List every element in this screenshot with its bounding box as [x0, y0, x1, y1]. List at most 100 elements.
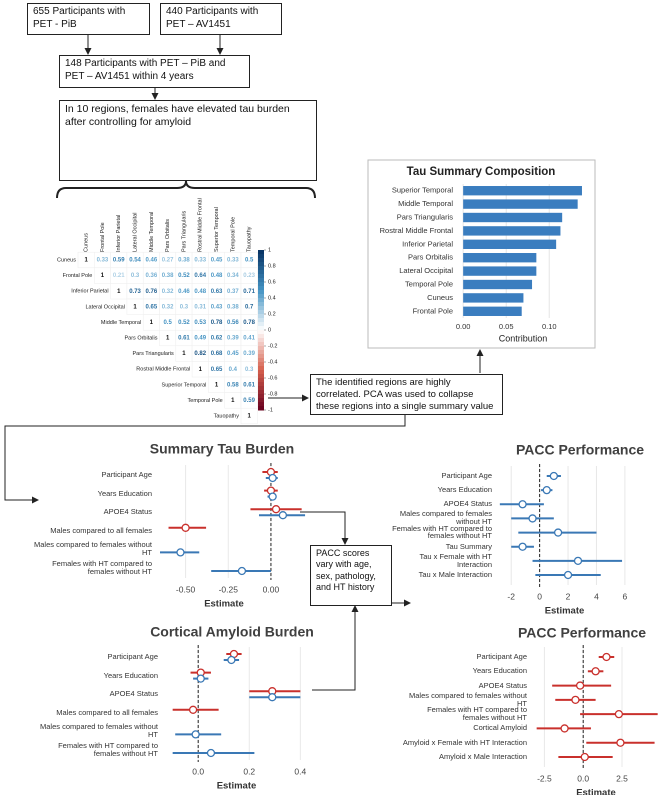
cell [240, 407, 258, 425]
cell-value: 0.7 [245, 304, 254, 310]
estimate-point [518, 500, 527, 509]
colorbar-step [258, 274, 264, 279]
cell-value: 0.43 [211, 304, 223, 310]
cell-value: 0.53 [194, 320, 206, 326]
cell-value: 0.5 [163, 320, 172, 326]
y-tick-label: Pars Orbitalis [408, 253, 453, 262]
cell-value: 0.38 [162, 273, 174, 279]
cell-value: 0.36 [146, 273, 158, 279]
colorbar-step [258, 386, 264, 391]
row-label: Inferior Parietal [71, 289, 108, 295]
column-label: Middle Temporal [149, 212, 155, 252]
colorbar-step [258, 318, 264, 323]
cell-value: 0.33 [227, 258, 239, 264]
x-tick-label: -0.50 [176, 584, 196, 594]
cell-value: 0.33 [97, 258, 109, 264]
colorbar-tick-label: 0 [268, 327, 271, 333]
cell-value: 1 [84, 258, 88, 264]
cell-value: 0.21 [113, 273, 125, 279]
y-tick-label: Years Education [437, 485, 492, 495]
cell-value: 0.48 [211, 273, 223, 279]
column-label: Cuneus [84, 233, 90, 252]
note-box: The identified regions are highly correl… [310, 374, 503, 415]
cell-value: 0.3 [131, 273, 140, 279]
colorbar-step [258, 298, 264, 303]
row-label: Cuneus [57, 257, 76, 263]
cell-value: 0.64 [194, 273, 206, 279]
estimate-point [580, 752, 589, 762]
cell-value: 0.59 [243, 398, 255, 404]
row-label: Temporal Pole [188, 398, 223, 404]
y-tick-label: Males compared to females without HT [40, 722, 158, 740]
cell-value: 0.76 [146, 289, 158, 295]
cell-value: 0.46 [178, 289, 190, 295]
colorbar-step [258, 306, 264, 311]
y-tick-label: APOE4 Status [443, 499, 492, 509]
cell-value: 0.32 [162, 289, 174, 295]
cell-value: 0.65 [211, 367, 223, 373]
y-tick-label: Years Education [97, 488, 152, 498]
x-tick-label: 0.0 [577, 773, 589, 783]
cell-value: 0.3 [245, 367, 254, 373]
bar [463, 226, 561, 236]
colorbar-step [258, 262, 264, 267]
cell-value: 0.78 [211, 320, 223, 326]
colorbar-step [258, 402, 264, 407]
colorbar-tick-label: 0.6 [268, 279, 276, 285]
y-tick-label: Pars Triangularis [397, 212, 454, 221]
cell-value: 1 [199, 367, 203, 373]
colorbar-tick-label: -0.2 [268, 343, 277, 349]
bracket [56, 180, 316, 199]
y-tick-label: Inferior Parietal [402, 239, 453, 248]
cell-value: 1 [133, 304, 137, 310]
cell-value: 0.45 [227, 351, 239, 357]
column-label: Frontal Pole [100, 222, 106, 252]
bar [463, 186, 582, 196]
estimate-point [591, 667, 600, 676]
estimate-point [573, 556, 583, 566]
colorbar-tick-label: -0.6 [268, 375, 277, 381]
bar [463, 293, 524, 303]
estimate-point [237, 566, 247, 576]
row-label: Superior Temporal [162, 382, 207, 388]
y-tick-label: Participant Age [476, 652, 527, 662]
estimate-point [542, 485, 551, 495]
cell-value: 0.82 [194, 351, 206, 357]
colorbar-step [258, 270, 264, 275]
arrow [4, 415, 406, 504]
estimate-point [560, 724, 569, 733]
estimate-point [571, 695, 580, 705]
cell-value: 1 [166, 336, 170, 342]
flow-box: 148 Participants with PET – PiB and PET … [59, 55, 250, 88]
cell-value: 1 [215, 382, 219, 388]
x-tick-label: -2.5 [537, 773, 552, 783]
cell-value: 0.45 [211, 258, 223, 264]
column-label: Tauopathy [247, 226, 253, 252]
chart-title: Summary Tau Burden [150, 441, 294, 457]
cell-value: 0.58 [227, 382, 239, 388]
cell-value: 0.71 [243, 289, 255, 295]
y-tick-label: Tau x Male Interaction [418, 570, 492, 580]
column-label: Lateral Occipital [133, 213, 139, 252]
colorbar-step [258, 310, 264, 315]
cell-value: 0.52 [178, 273, 190, 279]
cell-value: 0.49 [194, 336, 206, 342]
cell-value: 0.78 [243, 320, 255, 326]
x-tick-label: 0.10 [542, 322, 557, 331]
colorbar-step [258, 394, 264, 399]
colorbar-step [258, 266, 264, 271]
x-tick-label: 4 [594, 591, 599, 601]
colorbar-step [258, 370, 264, 375]
estimate-point [206, 748, 216, 758]
colorbar-step [258, 342, 264, 347]
chart-title: PACC Performance [518, 625, 646, 641]
cell-value: 0.68 [211, 351, 223, 357]
estimate-point [614, 709, 624, 719]
colorbar-step [258, 278, 264, 283]
x-axis-label: Estimate [217, 781, 257, 792]
cell-value: 0.41 [243, 336, 255, 342]
y-tick-label: Middle Temporal [398, 199, 453, 208]
colorbar-tick-label: 1 [268, 247, 271, 253]
colorbar-step [258, 322, 264, 327]
